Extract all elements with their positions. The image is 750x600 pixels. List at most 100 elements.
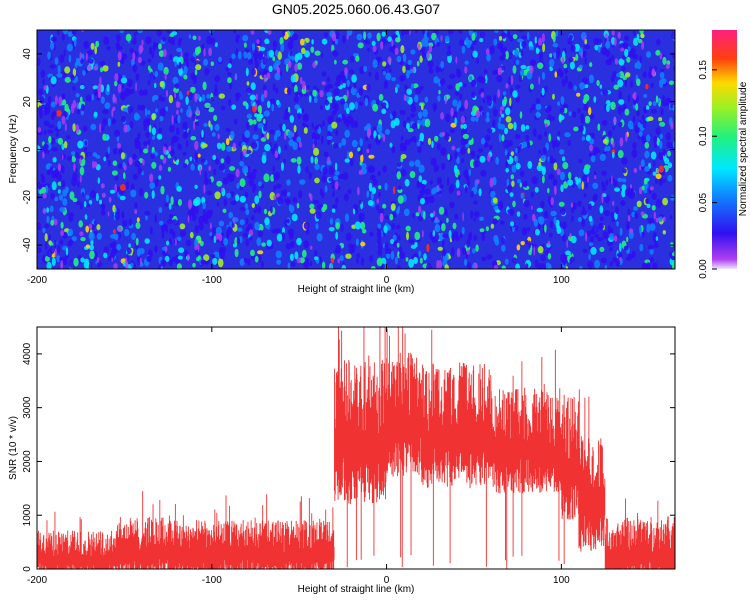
- heatmap-cell: [64, 122, 67, 132]
- heatmap-cell: [243, 232, 248, 238]
- heatmap-cell: [416, 60, 420, 67]
- heatmap-cell: [59, 54, 65, 64]
- heatmap-cell: [328, 96, 334, 104]
- heatmap-cell: [289, 253, 294, 261]
- heatmap-cell: [537, 134, 543, 141]
- heatmap-cell: [645, 134, 651, 142]
- heatmap-cell: [454, 151, 458, 160]
- heatmap-cell: [387, 56, 392, 64]
- heatmap-cell: [389, 142, 393, 148]
- heatmap-cell: [497, 89, 501, 98]
- heatmap-cell: [631, 149, 638, 158]
- heatmap-cell: [612, 151, 615, 159]
- heatmap-cell: [248, 229, 254, 237]
- heatmap-cell: [403, 30, 410, 35]
- heatmap-cell: [101, 192, 106, 198]
- heatmap-cell: [70, 74, 75, 81]
- heatmap-cell: [168, 238, 173, 246]
- heatmap-cell: [633, 37, 639, 46]
- heatmap-cell: [275, 250, 282, 259]
- heatmap-cell: [332, 50, 339, 57]
- heatmap-cell: [570, 44, 576, 53]
- heatmap-cell: [308, 95, 312, 103]
- heatmap-cell: [549, 53, 553, 58]
- heatmap-cell: [667, 174, 673, 182]
- heatmap-cell: [505, 168, 510, 173]
- heatmap-cell: [76, 109, 81, 114]
- heatmap-cell: [246, 113, 252, 119]
- heatmap-cell: [481, 233, 486, 242]
- heatmap-cell: [500, 106, 505, 111]
- heatmap-cell: [73, 38, 77, 47]
- heatmap-cell: [358, 170, 363, 175]
- heatmap-cell: [648, 101, 652, 106]
- heatmap-cell: [91, 93, 94, 101]
- heatmap-cell: [601, 193, 604, 204]
- heatmap-cell: [538, 216, 545, 225]
- colorbar-label: Normalized spectral amplitude: [738, 81, 749, 216]
- heatmap-cell: [155, 108, 159, 113]
- heatmap-cell: [348, 151, 354, 159]
- heatmap-cell: [202, 81, 207, 91]
- heatmap-cell: [125, 261, 129, 269]
- heatmap-cell: [256, 39, 260, 45]
- heatmap-cell: [527, 160, 533, 169]
- heatmap-cell: [530, 191, 535, 198]
- heatmap-cell: [639, 225, 642, 235]
- heatmap-cell: [332, 204, 338, 210]
- heatmap-cell: [206, 94, 211, 99]
- heatmap-cell: [250, 141, 258, 150]
- heatmap-cell: [641, 114, 645, 122]
- heatmap-cell: [453, 164, 458, 174]
- bottom-y-axis-label: SNR (10 * v/v): [8, 416, 19, 480]
- heatmap-cell: [83, 201, 87, 208]
- heatmap-cell: [221, 187, 223, 192]
- heatmap-cell: [235, 168, 240, 178]
- heatmap-cell: [368, 154, 375, 159]
- heatmap-cell: [509, 192, 514, 197]
- heatmap-cell: [372, 45, 377, 53]
- heatmap-cell: [314, 50, 321, 56]
- heatmap-cell: [99, 123, 102, 133]
- heatmap-cell: [366, 190, 370, 198]
- heatmap-cell: [197, 255, 201, 260]
- heatmap-cell: [421, 39, 425, 48]
- heatmap-cell: [419, 132, 425, 141]
- heatmap-cell: [396, 84, 400, 89]
- heatmap-cell: [367, 165, 374, 174]
- heatmap-cell: [405, 225, 411, 232]
- heatmap-cell: [66, 135, 71, 140]
- heatmap-cell: [130, 262, 134, 268]
- heatmap-cell: [521, 141, 528, 148]
- heatmap-cell: [262, 84, 267, 92]
- heatmap-cell: [468, 30, 473, 36]
- heatmap-cell: [62, 258, 68, 266]
- heatmap-cell: [597, 46, 601, 53]
- heatmap-cell: [244, 203, 249, 210]
- heatmap-cell: [501, 265, 506, 269]
- heatmap-cell: [465, 37, 469, 46]
- heatmap-cell: [464, 60, 469, 65]
- heatmap-cell: [581, 218, 586, 228]
- heatmap-cell: [124, 228, 130, 237]
- heatmap-cell: [409, 171, 416, 179]
- heatmap-cell: [217, 258, 224, 268]
- heatmap-cell: [178, 67, 183, 76]
- heatmap-cell: [414, 242, 418, 248]
- heatmap-cell: [192, 113, 196, 122]
- heatmap-cell: [231, 104, 237, 110]
- heatmap-cell: [259, 46, 266, 52]
- heatmap-cell: [625, 132, 628, 142]
- heatmap-cell: [220, 105, 226, 111]
- heatmap-cell: [99, 76, 102, 86]
- heatmap-cell: [494, 238, 500, 246]
- heatmap-cell: [73, 163, 76, 172]
- heatmap-cell: [653, 142, 658, 148]
- heatmap-cell: [504, 127, 509, 135]
- heatmap-cell: [284, 131, 287, 141]
- heatmap-cell: [350, 86, 357, 96]
- heatmap-cell: [270, 174, 275, 182]
- heatmap-cell: [114, 233, 119, 241]
- heatmap-cell: [360, 154, 364, 163]
